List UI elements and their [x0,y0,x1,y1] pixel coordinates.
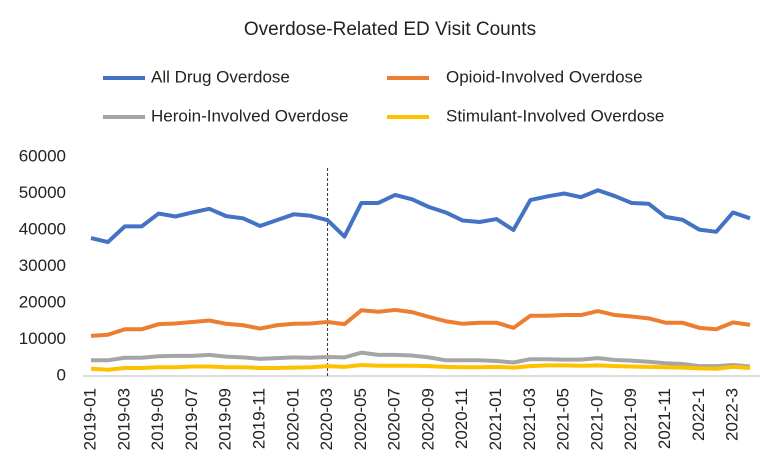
x-tick-label: 2022-1 [689,388,708,441]
series-line [90,307,751,338]
series-line [90,188,751,245]
legend-label: Heroin-Involved Overdose [151,106,348,125]
x-tick-label: 2021-11 [655,388,674,449]
y-tick-label: 30000 [19,256,66,275]
x-tick-label: 2021-05 [554,388,573,450]
x-tick-label: 2021-01 [486,388,505,450]
x-tick-label: 2020-09 [418,388,437,450]
y-tick-label: 10000 [19,329,66,348]
x-tick-label: 2019-01 [80,388,99,450]
x-tick-label: 2019-05 [148,388,167,450]
legend-label: Stimulant-Involved Overdose [446,106,664,125]
x-tick-label: 2019-03 [114,388,133,450]
x-tick-label: 2021-03 [520,388,539,450]
x-tick-label: 2022-3 [723,388,742,441]
legend-label: All Drug Overdose [151,67,290,86]
series-line [91,350,751,369]
x-tick-label: 2021-09 [621,388,640,450]
y-tick-label: 20000 [19,292,66,311]
x-tick-label: 2020-01 [283,388,302,450]
x-tick-label: 2019-07 [182,388,201,450]
x-tick-label: 2019-09 [216,388,235,450]
legend-label: Opioid-Involved Overdose [446,67,643,86]
x-tick-label: 2020-07 [385,388,404,450]
x-tick-label: 2020-05 [351,388,370,450]
chart-title: Overdose-Related ED Visit Counts [244,19,536,40]
y-tick-label: 50000 [19,183,66,202]
x-tick-label: 2019-11 [249,388,268,449]
y-tick-label: 40000 [19,219,66,238]
x-tick-label: 2020-03 [317,388,336,450]
y-tick-label: 0 [57,365,66,384]
y-tick-label: 60000 [19,146,66,165]
x-tick-label: 2021-07 [587,388,606,450]
series-line [90,363,751,372]
x-tick-label: 2020-11 [452,388,471,449]
